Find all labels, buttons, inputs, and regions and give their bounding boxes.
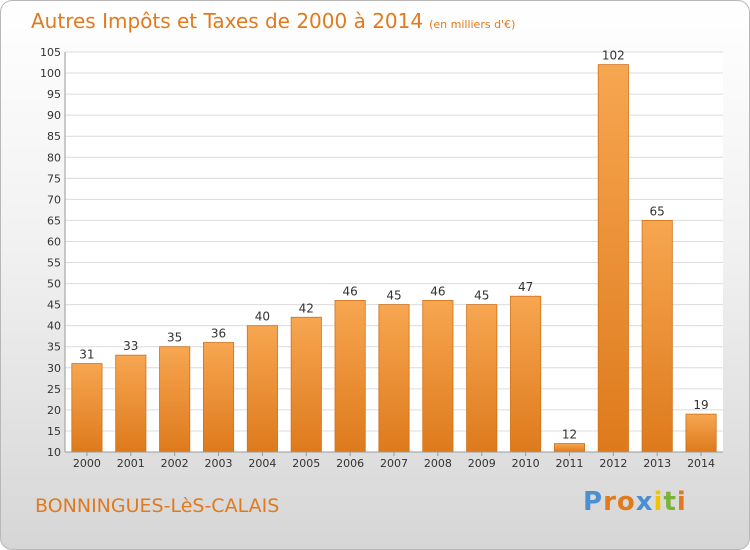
data-label-2003: 36 [211, 327, 226, 341]
data-label-2002: 35 [167, 331, 182, 345]
y-tick-label: 85 [47, 130, 61, 143]
data-label-2011: 12 [562, 428, 577, 442]
bar-2001 [115, 354, 147, 453]
chart-title-text: Autres Impôts et Taxes de 2000 à 2014 [31, 9, 424, 33]
chart-title: Autres Impôts et Taxes de 2000 à 2014 (en… [31, 9, 515, 33]
x-tick-label: 2011 [555, 457, 583, 470]
logo-letter: i [676, 487, 687, 517]
y-tick-label: 15 [47, 425, 61, 438]
data-label-2008: 46 [430, 284, 445, 298]
proxiti-logo: Proxiti [583, 487, 687, 517]
bar-2012 [597, 64, 629, 453]
bar-2008 [422, 300, 454, 453]
bar-2014 [685, 413, 717, 453]
y-tick-label: 100 [40, 67, 61, 80]
y-tick-label: 95 [47, 88, 61, 101]
bar-2000 [71, 363, 103, 453]
data-label-2006: 46 [342, 284, 357, 298]
logo-letter: x [635, 487, 654, 517]
x-tick-label: 2003 [205, 457, 233, 470]
x-tick-label: 2005 [292, 457, 320, 470]
bar-2006 [334, 300, 366, 453]
x-tick-label: 2010 [512, 457, 540, 470]
y-tick-label: 90 [47, 109, 61, 122]
y-tick-label: 70 [47, 193, 61, 206]
x-tick-label: 2009 [468, 457, 496, 470]
data-label-2014: 19 [693, 398, 708, 412]
bar-2011 [553, 443, 586, 453]
y-tick-label: 10 [47, 446, 61, 459]
bar-2002 [159, 346, 191, 453]
x-tick-label: 2001 [117, 457, 145, 470]
commune-name: BONNINGUES-LèS-CALAIS [35, 495, 280, 517]
y-tick-label: 50 [47, 278, 61, 291]
bar-2005 [290, 316, 322, 453]
data-label-2005: 42 [299, 301, 314, 315]
y-tick-label: 55 [47, 257, 61, 270]
data-label-2004: 40 [255, 310, 270, 324]
x-tick-label: 2012 [599, 457, 627, 470]
y-tick-label: 20 [47, 404, 61, 417]
y-tick-label: 75 [47, 172, 61, 185]
logo-letter: t [663, 487, 677, 517]
y-tick-label: 30 [47, 362, 61, 375]
bar-2009 [466, 304, 498, 453]
y-tick-label: 40 [47, 320, 61, 333]
x-tick-label: 2000 [73, 457, 101, 470]
bar-2013 [641, 220, 673, 453]
y-tick-label: 60 [47, 235, 61, 248]
y-tick-label: 35 [47, 341, 61, 354]
x-tick-label: 2006 [336, 457, 364, 470]
y-tick-label: 105 [40, 46, 61, 59]
logo-letter: o [616, 487, 636, 517]
bar-2007 [378, 304, 410, 453]
data-label-2009: 45 [474, 289, 489, 303]
bar-2003 [202, 342, 235, 453]
x-tick-label: 2007 [380, 457, 408, 470]
logo-letter: P [583, 487, 604, 517]
x-tick-label: 2013 [643, 457, 671, 470]
data-label-2000: 31 [79, 348, 94, 362]
x-tick-label: 2004 [248, 457, 276, 470]
data-label-2007: 45 [386, 289, 401, 303]
x-tick-label: 2008 [424, 457, 452, 470]
bar-2010 [510, 295, 542, 453]
bar-2004 [246, 325, 278, 453]
logo-letter: r [603, 487, 617, 517]
chart-subtitle: (en milliers d'€) [429, 18, 516, 31]
data-label-2012: 102 [602, 49, 625, 63]
data-label-2010: 47 [518, 280, 533, 294]
logo-letter: i [653, 487, 664, 517]
data-label-2001: 33 [123, 339, 138, 353]
y-tick-label: 45 [47, 299, 61, 312]
x-tick-label: 2014 [687, 457, 715, 470]
y-tick-label: 80 [47, 151, 61, 164]
y-tick-label: 65 [47, 214, 61, 227]
x-tick-label: 2002 [161, 457, 189, 470]
y-tick-label: 25 [47, 383, 61, 396]
data-label-2013: 65 [650, 204, 665, 218]
